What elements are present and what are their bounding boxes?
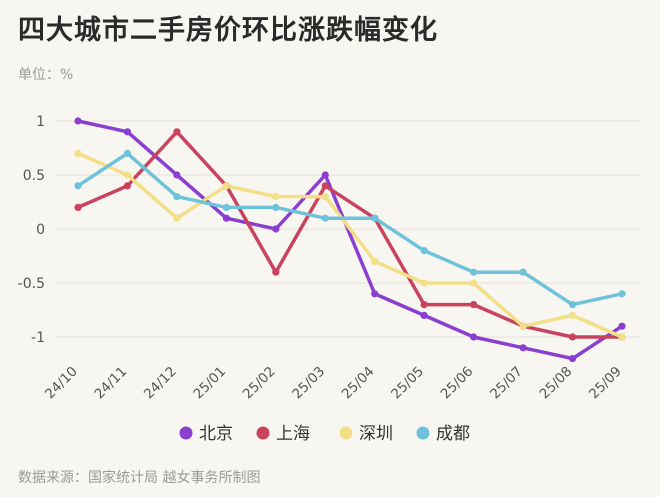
data-point xyxy=(321,193,329,201)
x-tick-label: 25/08 xyxy=(537,364,576,403)
data-point xyxy=(618,333,626,341)
series-line-0 xyxy=(76,119,624,361)
data-point xyxy=(272,225,280,233)
data-point xyxy=(519,344,527,352)
y-tick-label: 0 xyxy=(36,222,45,238)
data-point xyxy=(519,268,527,276)
data-point xyxy=(470,279,478,287)
legend-label: 北京 xyxy=(199,424,233,444)
legend-label: 成都 xyxy=(436,424,470,444)
chart-title: 四大城市二手房价环比涨跌幅变化 xyxy=(18,15,438,46)
data-point xyxy=(519,322,527,330)
data-point xyxy=(321,171,329,179)
data-point xyxy=(321,214,329,222)
series-line-1 xyxy=(76,130,624,339)
data-point xyxy=(371,257,379,265)
data-point xyxy=(123,182,132,190)
x-tick-label: 24/11 xyxy=(91,364,130,403)
data-point xyxy=(420,311,428,319)
line-chart: 1 0.5 0 -0.5 -1 24/10 24/11 24/12 25/01 25/02 25/… xyxy=(18,114,640,444)
data-point xyxy=(568,333,577,341)
data-point xyxy=(173,193,181,201)
data-point xyxy=(470,268,478,276)
source-note: 数据来源：国家统计局 越女事务所制图 xyxy=(18,470,261,486)
data-point xyxy=(74,182,82,190)
legend: 北京 上海 深圳 成都 xyxy=(179,424,470,444)
data-point xyxy=(74,117,82,125)
data-point xyxy=(173,128,181,136)
series-line-3 xyxy=(76,151,624,307)
y-tick-label: -0.5 xyxy=(18,276,45,292)
x-tick-label: 24/10 xyxy=(42,364,81,403)
data-point xyxy=(272,203,280,211)
x-tick-label: 25/04 xyxy=(339,364,378,403)
legend-marker xyxy=(179,426,193,440)
x-tick-label: 25/06 xyxy=(438,364,477,403)
series-lines xyxy=(76,119,624,361)
y-tick-label: 0.5 xyxy=(23,168,45,184)
data-point xyxy=(222,182,230,190)
data-point xyxy=(618,290,626,298)
data-point xyxy=(568,355,577,363)
legend-marker xyxy=(416,426,430,440)
legend-marker xyxy=(256,426,270,440)
data-point xyxy=(74,149,82,157)
data-point xyxy=(74,203,82,211)
data-point xyxy=(173,214,181,222)
unit-label: 单位：% xyxy=(18,67,74,83)
data-point xyxy=(371,290,379,298)
data-point xyxy=(321,182,329,190)
x-tick-label: 25/07 xyxy=(487,364,526,403)
data-point xyxy=(272,193,280,201)
data-point xyxy=(420,247,428,255)
data-point xyxy=(272,268,280,276)
x-tick-label: 25/03 xyxy=(289,364,328,403)
data-point xyxy=(618,322,626,330)
legend-label: 上海 xyxy=(276,424,310,444)
data-point xyxy=(470,333,478,341)
data-point xyxy=(123,171,132,179)
data-point xyxy=(123,149,132,157)
legend-marker xyxy=(339,426,353,440)
data-point xyxy=(222,214,230,222)
data-point xyxy=(123,128,132,136)
data-point xyxy=(470,301,478,309)
data-point xyxy=(420,301,428,309)
data-point xyxy=(568,311,577,319)
x-tick-label: 24/12 xyxy=(141,364,180,403)
y-tick-label: -1 xyxy=(31,330,45,346)
legend-label: 深圳 xyxy=(359,424,393,444)
x-axis-ticks: 24/10 24/11 24/12 25/01 25/02 25/03 25/04 25/05… xyxy=(42,364,625,403)
data-point xyxy=(222,203,230,211)
data-point xyxy=(420,279,428,287)
x-tick-label: 25/09 xyxy=(586,364,625,403)
x-tick-label: 25/02 xyxy=(240,364,279,403)
y-axis-ticks: 1 0.5 0 -0.5 -1 xyxy=(18,114,45,346)
data-point xyxy=(568,301,577,309)
y-tick-label: 1 xyxy=(36,114,45,130)
series-line-2 xyxy=(76,151,624,339)
x-tick-label: 25/05 xyxy=(388,364,427,403)
data-point xyxy=(173,171,181,179)
x-tick-label: 25/01 xyxy=(190,364,229,403)
series-points xyxy=(74,117,626,363)
data-point xyxy=(371,214,379,222)
